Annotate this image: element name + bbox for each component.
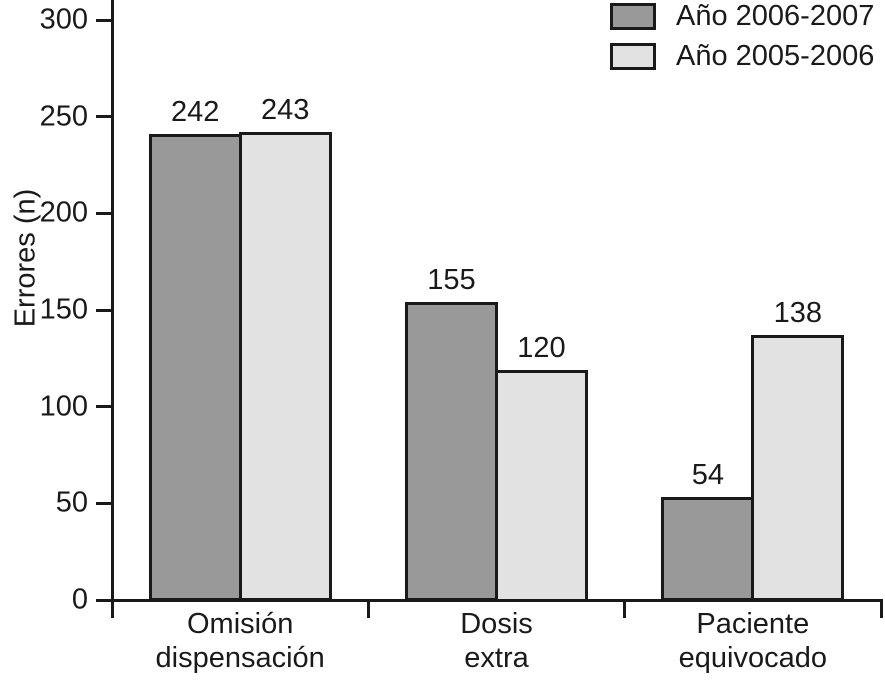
bar-año-2006-2007-group1 — [148, 133, 242, 602]
bar-value-label: 54 — [691, 459, 724, 492]
y-tick-50 — [96, 501, 112, 505]
legend: Año 2006-2007 Año 2005-2006 — [610, 0, 875, 82]
y-tick-label-150: 150 — [39, 293, 88, 326]
bar-value-label: 120 — [517, 331, 566, 364]
x-axis-group-tick — [366, 598, 370, 618]
bar-año-2005-2006-group3 — [751, 334, 845, 602]
bar-año-2005-2006-group2 — [495, 369, 588, 602]
y-tick-150 — [96, 308, 112, 312]
y-tick-100 — [96, 405, 112, 409]
y-tick-label-0: 0 — [71, 583, 88, 616]
y-tick-label-50: 50 — [55, 486, 88, 519]
bar-value-label: 242 — [170, 95, 220, 128]
y-tick-250 — [96, 115, 112, 119]
bar-value-label: 138 — [773, 296, 823, 329]
legend-swatch-2006-2007-icon — [610, 2, 656, 30]
bar-año-2005-2006-group1 — [238, 131, 332, 602]
bar-año-2006-2007-group3 — [661, 497, 755, 602]
y-tick-300 — [96, 18, 112, 22]
x-axis-group-tick — [623, 598, 627, 618]
x-axis-label-group2: Dosis extra — [460, 608, 533, 674]
y-tick-label-250: 250 — [39, 100, 88, 133]
y-axis-line — [110, 0, 114, 618]
legend-label-2005-2006: Año 2005-2006 — [676, 39, 875, 72]
x-axis-label-group3: Paciente equivocado — [678, 608, 827, 674]
legend-label-2006-2007: Año 2006-2007 — [676, 0, 875, 32]
bar-año-2006-2007-group2 — [405, 301, 498, 602]
x-axis-group-tick — [879, 598, 883, 618]
x-axis-label-group1: Omisión dispensación — [155, 608, 325, 674]
y-tick-label-100: 100 — [39, 390, 88, 423]
bar-value-label: 155 — [427, 263, 476, 296]
y-tick-label-300: 300 — [39, 3, 88, 36]
legend-item-2006-2007: Año 2006-2007 — [610, 0, 875, 32]
y-tick-200 — [96, 211, 112, 215]
legend-swatch-2005-2006-icon — [610, 42, 656, 70]
y-tick-0 — [96, 598, 112, 602]
x-axis-group-tick — [110, 598, 114, 618]
y-tick-label-200: 200 — [39, 196, 88, 229]
legend-item-2005-2006: Año 2005-2006 — [610, 39, 875, 72]
bar-value-label: 243 — [260, 93, 310, 126]
